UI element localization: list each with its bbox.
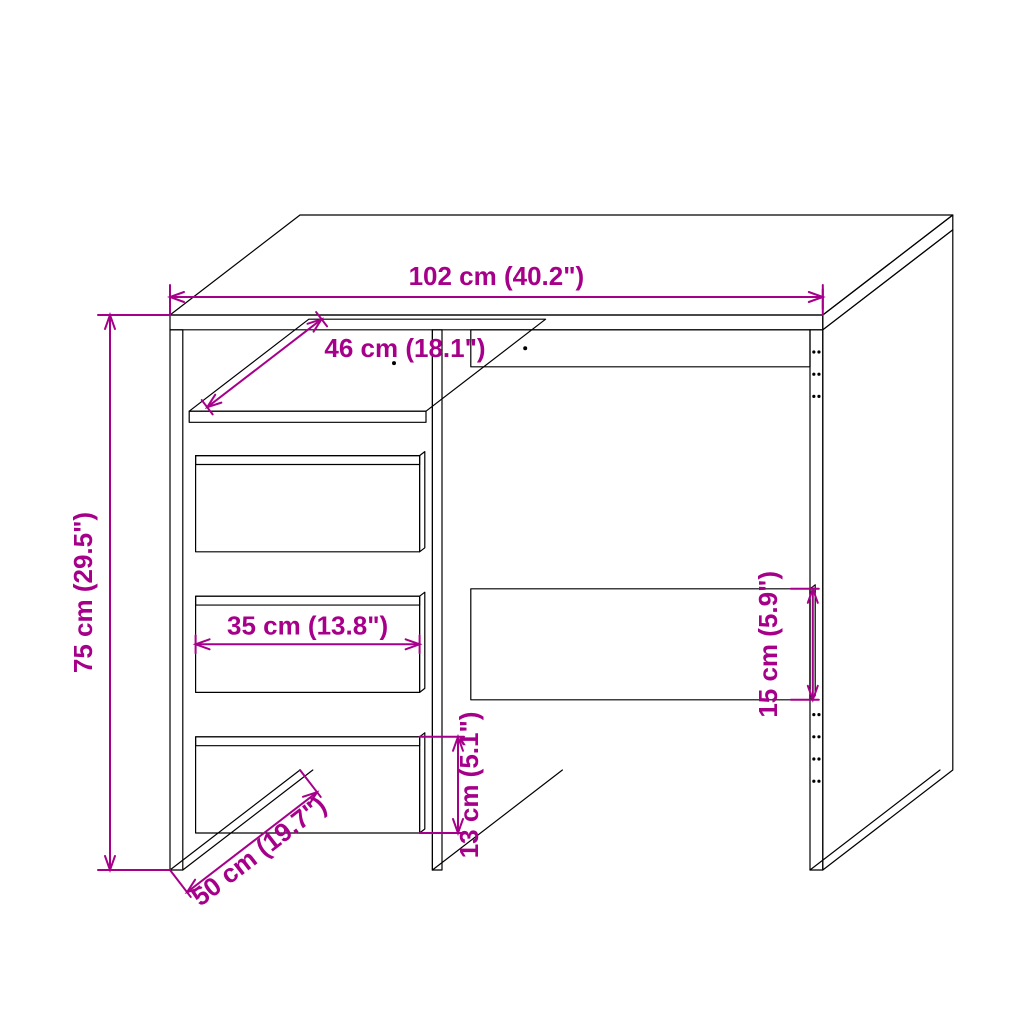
- svg-text:35 cm (13.8"): 35 cm (13.8"): [227, 610, 388, 640]
- svg-text:75 cm (29.5"): 75 cm (29.5"): [68, 512, 98, 673]
- dimension-diagram: 102 cm (40.2")75 cm (29.5")50 cm (19.7")…: [0, 0, 1024, 1024]
- svg-text:46 cm (18.1"): 46 cm (18.1"): [324, 333, 485, 363]
- svg-text:102 cm (40.2"): 102 cm (40.2"): [409, 261, 585, 291]
- svg-text:13 cm (5.1"): 13 cm (5.1"): [454, 712, 484, 859]
- desk-outline: [170, 215, 953, 870]
- svg-text:15 cm (5.9"): 15 cm (5.9"): [753, 571, 783, 718]
